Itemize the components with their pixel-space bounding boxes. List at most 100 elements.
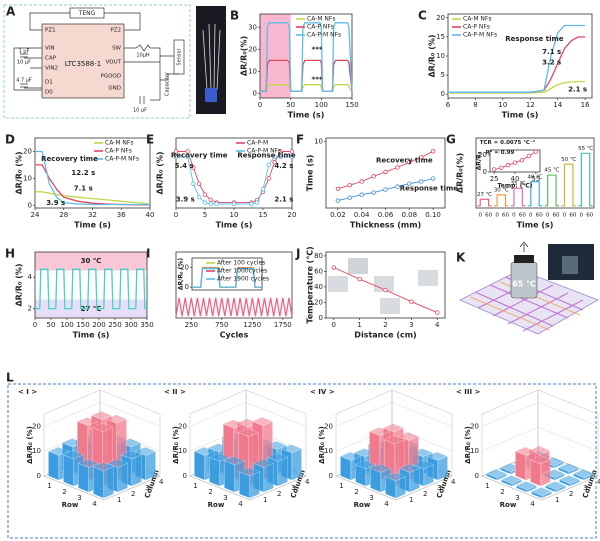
bar-front (93, 466, 104, 499)
pulse (477, 198, 492, 207)
bar-top (516, 481, 537, 490)
panel-letter: L (6, 371, 14, 385)
x-tick-label: 100 (315, 101, 328, 109)
marker (419, 179, 424, 184)
legend-label: After 1000cycles (217, 268, 267, 275)
marker (512, 160, 518, 165)
x-tick-label: 0 (546, 213, 550, 219)
marker (359, 179, 364, 184)
marker (272, 154, 277, 160)
plot-frame (175, 251, 293, 319)
x-tick-label: 55 (531, 175, 540, 183)
x-tick-label: 0.04 (354, 211, 370, 219)
marker (383, 287, 388, 293)
pin: D0 (45, 90, 53, 96)
bar-front (194, 450, 205, 481)
series-line (448, 36, 586, 93)
marker (185, 149, 190, 154)
pin: PZ1 (45, 28, 56, 34)
z-axis-label: ΔR/R₀ (%) (318, 426, 326, 464)
row-tick-label: 2 (62, 488, 66, 496)
bar-top (558, 463, 579, 472)
marker (266, 176, 271, 181)
component-label: 1 μF (19, 49, 30, 55)
x-tick-label: 200 (92, 321, 105, 329)
bar-front (63, 454, 74, 487)
annotation: R² = 0.99 (486, 149, 515, 156)
device-illustration: 65 ℃ K (456, 241, 599, 335)
bar (545, 481, 566, 493)
y-axis-label: ΔR/R₀ (%) (15, 151, 24, 194)
x-tick-label: 16 (581, 101, 590, 109)
z-tick-label: 0 (37, 472, 41, 480)
pulse (510, 187, 526, 207)
x-tick-label: 40 (511, 175, 520, 183)
x-tick-label: 6 (446, 101, 451, 109)
marker (196, 181, 202, 186)
x-tick-label: 10 (498, 101, 507, 109)
bar-side (263, 462, 274, 493)
x-axis-label: Time (s) (73, 331, 110, 340)
annotation: 4.2 s (274, 162, 293, 170)
bar-top (77, 458, 100, 468)
bar-top (222, 419, 245, 429)
x-tick-label: 60 (586, 213, 593, 219)
marker (208, 197, 213, 203)
teng-label: TENG (78, 10, 96, 17)
pulse-label: 55 ℃ (578, 145, 593, 152)
bar-top (515, 446, 536, 456)
x-tick-label: 0 (174, 211, 178, 219)
series-line (260, 22, 353, 93)
y-axis-label: Time (s) (306, 155, 315, 192)
series-line (175, 297, 293, 317)
bar (385, 472, 406, 499)
x-tick-label: 60 (519, 213, 526, 219)
bar-front (239, 471, 250, 499)
component-label: 10 μF (133, 108, 147, 114)
legend-label: CA-M NFs (105, 140, 133, 147)
x-tick-label: 100 (60, 321, 73, 329)
panel-letter: K (456, 251, 466, 265)
marker (347, 182, 352, 188)
bar-top (531, 487, 552, 496)
bar-top (486, 469, 507, 478)
marker (383, 187, 388, 192)
z-tick-label: 0 (475, 472, 479, 480)
z-tick-label: 10 (178, 447, 187, 455)
bar-top (223, 456, 246, 466)
bar (516, 481, 537, 493)
marker (173, 154, 179, 160)
circuit-diagram: TENG LTC3588-1 PZ1 PZ2 VIN SW CAP VOUT V… (3, 4, 226, 119)
marker (371, 190, 376, 195)
marker (272, 160, 277, 165)
pin: SW (112, 46, 121, 52)
y-tick-label: 30 (248, 23, 257, 31)
column-tick-label: 2 (423, 490, 427, 498)
row-tick-label: 3 (515, 494, 519, 502)
series-line (35, 191, 151, 205)
annotation: 3.9 s (46, 199, 65, 207)
x-axis-label: Time (s) (288, 111, 325, 120)
x-tick-label: 5 (203, 211, 207, 219)
y-tick-label: 10 (248, 67, 257, 75)
annotation: 2.1 s (568, 86, 587, 94)
bar-top (237, 428, 259, 437)
subchart-label: < IV > (310, 388, 335, 396)
legend-label: CA-P-M (247, 140, 268, 147)
bar-side (249, 471, 260, 499)
x-tick-label: 28 (59, 211, 68, 219)
bar (558, 463, 579, 475)
series-line (260, 84, 353, 93)
column-tick-label: 3 (145, 484, 149, 492)
y-tick-label: 20 (314, 298, 323, 306)
bar-top (267, 452, 288, 462)
annotation: 12.2 s (71, 169, 95, 177)
annotation: *** (312, 45, 323, 53)
bar-top (120, 450, 142, 460)
marker (202, 192, 208, 197)
annotation: 5.4 s (175, 162, 194, 170)
marker (359, 192, 364, 197)
pulse-label: 50 ℃ (561, 156, 576, 163)
pin: VOUT (106, 60, 122, 66)
pin: PGOOD (101, 74, 121, 80)
